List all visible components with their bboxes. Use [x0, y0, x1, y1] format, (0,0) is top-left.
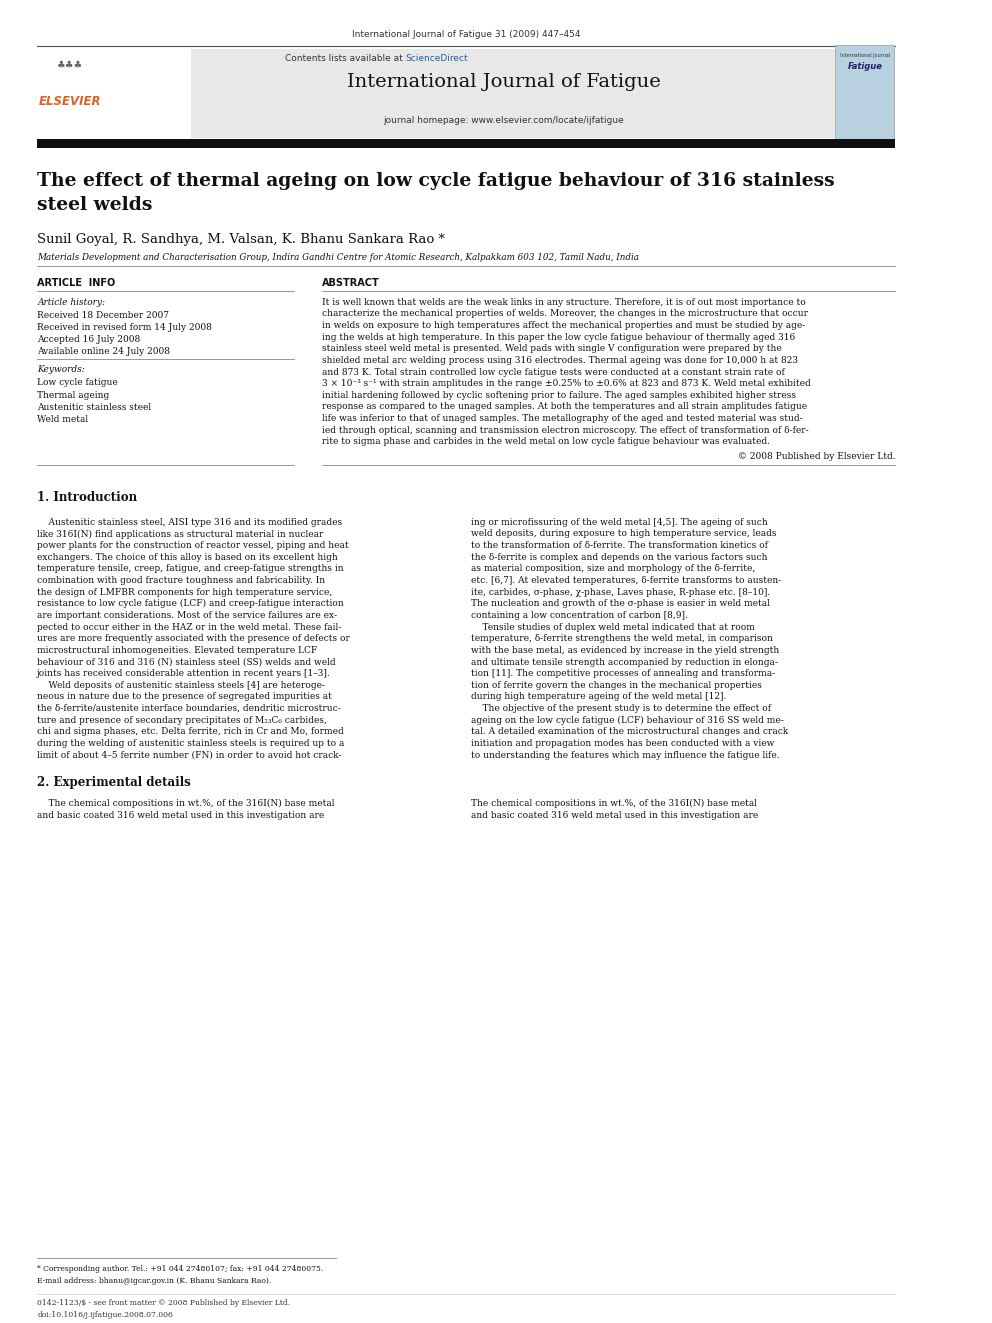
Text: Austenitic stainless steel: Austenitic stainless steel: [38, 402, 152, 411]
Text: during the welding of austenitic stainless steels is required up to a: during the welding of austenitic stainle…: [38, 740, 344, 747]
Text: ELSEVIER: ELSEVIER: [39, 95, 101, 108]
Text: combination with good fracture toughness and fabricability. In: combination with good fracture toughness…: [38, 576, 325, 585]
Text: to the transformation of δ-ferrite. The transformation kinetics of: to the transformation of δ-ferrite. The …: [471, 541, 768, 550]
Text: Weld deposits of austenitic stainless steels [4] are heteroge-: Weld deposits of austenitic stainless st…: [38, 681, 325, 689]
Text: initiation and propagation modes has been conducted with a view: initiation and propagation modes has bee…: [471, 740, 774, 747]
Text: tal. A detailed examination of the microstructural changes and crack: tal. A detailed examination of the micro…: [471, 728, 788, 737]
Text: are important considerations. Most of the service failures are ex-: are important considerations. Most of th…: [38, 611, 337, 620]
Text: 3 × 10⁻³ s⁻¹ with strain amplitudes in the range ±0.25% to ±0.6% at 823 and 873 : 3 × 10⁻³ s⁻¹ with strain amplitudes in t…: [321, 380, 810, 388]
Text: behaviour of 316 and 316 (N) stainless steel (SS) welds and weld: behaviour of 316 and 316 (N) stainless s…: [38, 658, 336, 667]
Text: The chemical compositions in wt.%, of the 316I(N) base metal: The chemical compositions in wt.%, of th…: [471, 799, 757, 808]
Text: Weld metal: Weld metal: [38, 415, 88, 423]
Text: Available online 24 July 2008: Available online 24 July 2008: [38, 347, 171, 356]
Text: characterize the mechanical properties of welds. Moreover, the changes in the mi: characterize the mechanical properties o…: [321, 310, 807, 319]
Text: ing or microfissuring of the weld metal [4,5]. The ageing of such: ing or microfissuring of the weld metal …: [471, 517, 768, 527]
Text: 2. Experimental details: 2. Experimental details: [38, 775, 191, 789]
Text: The nucleation and growth of the σ-phase is easier in weld metal: The nucleation and growth of the σ-phase…: [471, 599, 770, 609]
Text: Received 18 December 2007: Received 18 December 2007: [38, 311, 170, 320]
Text: and basic coated 316 weld metal used in this investigation are: and basic coated 316 weld metal used in …: [38, 811, 324, 820]
Text: International Journal of Fatigue 31 (2009) 447–454: International Journal of Fatigue 31 (200…: [352, 30, 580, 40]
Text: The effect of thermal ageing on low cycle fatigue behaviour of 316 stainless
ste: The effect of thermal ageing on low cycl…: [38, 172, 835, 213]
Text: as material composition, size and morphology of the δ-ferrite,: as material composition, size and morpho…: [471, 565, 755, 573]
Text: weld deposits, during exposure to high temperature service, leads: weld deposits, during exposure to high t…: [471, 529, 777, 538]
FancyBboxPatch shape: [835, 45, 894, 142]
Text: 0142-1123/$ - see front matter © 2008 Published by Elsevier Ltd.: 0142-1123/$ - see front matter © 2008 Pu…: [38, 1299, 291, 1307]
Text: life was inferior to that of unaged samples. The metallography of the aged and t: life was inferior to that of unaged samp…: [321, 414, 803, 423]
Text: Materials Development and Characterisation Group, Indira Gandhi Centre for Atomi: Materials Development and Characterisati…: [38, 253, 639, 262]
Text: ABSTRACT: ABSTRACT: [321, 278, 379, 288]
Text: the δ-ferrite is complex and depends on the various factors such: the δ-ferrite is complex and depends on …: [471, 553, 768, 562]
Text: in welds on exposure to high temperatures affect the mechanical properties and m: in welds on exposure to high temperature…: [321, 321, 805, 329]
Text: initial hardening followed by cyclic softening prior to failure. The aged sample: initial hardening followed by cyclic sof…: [321, 390, 796, 400]
FancyBboxPatch shape: [38, 139, 895, 148]
Text: to understanding the features which may influence the fatigue life.: to understanding the features which may …: [471, 750, 780, 759]
Text: journal homepage: www.elsevier.com/locate/ijfatigue: journal homepage: www.elsevier.com/locat…: [383, 116, 624, 126]
Text: and ultimate tensile strength accompanied by reduction in elonga-: and ultimate tensile strength accompanie…: [471, 658, 778, 667]
Text: Sunil Goyal, R. Sandhya, M. Valsan, K. Bhanu Sankara Rao *: Sunil Goyal, R. Sandhya, M. Valsan, K. B…: [38, 233, 445, 246]
Text: The objective of the present study is to determine the effect of: The objective of the present study is to…: [471, 704, 771, 713]
Text: E-mail address: bhanu@igcar.gov.in (K. Bhanu Sankara Rao).: E-mail address: bhanu@igcar.gov.in (K. B…: [38, 1277, 272, 1285]
Text: joints has received considerable attention in recent years [1–3].: joints has received considerable attenti…: [38, 669, 331, 679]
Text: Tensile studies of duplex weld metal indicated that at room: Tensile studies of duplex weld metal ind…: [471, 623, 755, 631]
Text: International Journal: International Journal: [840, 53, 891, 58]
Text: Contents lists available at: Contents lists available at: [285, 54, 406, 64]
Text: ing the welds at high temperature. In this paper the low cycle fatigue behaviour: ing the welds at high temperature. In th…: [321, 332, 795, 341]
Text: pected to occur either in the HAZ or in the weld metal. These fail-: pected to occur either in the HAZ or in …: [38, 623, 341, 631]
Text: Article history:: Article history:: [38, 298, 105, 307]
Text: temperature tensile, creep, fatigue, and creep-fatigue strengths in: temperature tensile, creep, fatigue, and…: [38, 565, 344, 573]
Text: * Corresponding author. Tel.: +91 044 27480107; fax: +91 044 27480075.: * Corresponding author. Tel.: +91 044 27…: [38, 1265, 323, 1273]
Text: response as compared to the unaged samples. At both the temperatures and all str: response as compared to the unaged sampl…: [321, 402, 806, 411]
Text: ♣♣♣: ♣♣♣: [57, 60, 83, 70]
Text: like 316I(N) find applications as structural material in nuclear: like 316I(N) find applications as struct…: [38, 529, 323, 538]
Text: microstructural inhomogeneities. Elevated temperature LCF: microstructural inhomogeneities. Elevate…: [38, 646, 317, 655]
Text: ite, carbides, σ-phase, χ-phase, Laves phase, R-phase etc. [8–10].: ite, carbides, σ-phase, χ-phase, Laves p…: [471, 587, 770, 597]
Text: Accepted 16 July 2008: Accepted 16 July 2008: [38, 335, 141, 344]
Text: ARTICLE  INFO: ARTICLE INFO: [38, 278, 115, 288]
Text: resistance to low cycle fatigue (LCF) and creep-fatigue interaction: resistance to low cycle fatigue (LCF) an…: [38, 599, 344, 609]
Text: temperature, δ-ferrite strengthens the weld metal, in comparison: temperature, δ-ferrite strengthens the w…: [471, 634, 773, 643]
Text: stainless steel weld metal is presented. Weld pads with single V configuration w: stainless steel weld metal is presented.…: [321, 344, 782, 353]
Text: ture and presence of secondary precipitates of M₂₃C₆ carbides,: ture and presence of secondary precipita…: [38, 716, 327, 725]
FancyBboxPatch shape: [38, 49, 834, 138]
Text: limit of about 4–5 ferrite number (FN) in order to avoid hot crack-: limit of about 4–5 ferrite number (FN) i…: [38, 750, 342, 759]
Text: tion of ferrite govern the changes in the mechanical properties: tion of ferrite govern the changes in th…: [471, 681, 762, 689]
Text: chi and sigma phases, etc. Delta ferrite, rich in Cr and Mo, formed: chi and sigma phases, etc. Delta ferrite…: [38, 728, 344, 737]
Text: Thermal ageing: Thermal ageing: [38, 390, 109, 400]
Text: ScienceDirect: ScienceDirect: [406, 54, 468, 64]
Text: neous in nature due to the presence of segregated impurities at: neous in nature due to the presence of s…: [38, 692, 332, 701]
Text: containing a low concentration of carbon [8,9].: containing a low concentration of carbon…: [471, 611, 687, 620]
Text: The chemical compositions in wt.%, of the 316I(N) base metal: The chemical compositions in wt.%, of th…: [38, 799, 334, 808]
Text: Keywords:: Keywords:: [38, 365, 85, 374]
Text: Fatigue: Fatigue: [848, 62, 883, 71]
Text: It is well known that welds are the weak links in any structure. Therefore, it i: It is well known that welds are the weak…: [321, 298, 806, 307]
Text: Austenitic stainless steel, AISI type 316 and its modified grades: Austenitic stainless steel, AISI type 31…: [38, 517, 342, 527]
Text: © 2008 Published by Elsevier Ltd.: © 2008 Published by Elsevier Ltd.: [737, 451, 895, 460]
Text: 1. Introduction: 1. Introduction: [38, 491, 138, 504]
Text: Received in revised form 14 July 2008: Received in revised form 14 July 2008: [38, 323, 212, 332]
Text: the design of LMFBR components for high temperature service,: the design of LMFBR components for high …: [38, 587, 332, 597]
Text: ied through optical, scanning and transmission electron microscopy. The effect o: ied through optical, scanning and transm…: [321, 426, 808, 435]
Text: with the base metal, as evidenced by increase in the yield strength: with the base metal, as evidenced by inc…: [471, 646, 779, 655]
Text: doi:10.1016/j.ijfatigue.2008.07.006: doi:10.1016/j.ijfatigue.2008.07.006: [38, 1311, 174, 1319]
Text: International Journal of Fatigue: International Journal of Fatigue: [346, 73, 661, 91]
Text: and basic coated 316 weld metal used in this investigation are: and basic coated 316 weld metal used in …: [471, 811, 758, 820]
Text: Low cycle fatigue: Low cycle fatigue: [38, 378, 118, 388]
Text: etc. [6,7]. At elevated temperatures, δ-ferrite transforms to austen-: etc. [6,7]. At elevated temperatures, δ-…: [471, 576, 781, 585]
Text: shielded metal arc welding process using 316 electrodes. Thermal ageing was done: shielded metal arc welding process using…: [321, 356, 798, 365]
Text: and 873 K. Total strain controlled low cycle fatigue tests were conducted at a c: and 873 K. Total strain controlled low c…: [321, 368, 785, 377]
Text: tion [11]. The competitive processes of annealing and transforma-: tion [11]. The competitive processes of …: [471, 669, 775, 679]
Text: rite to sigma phase and carbides in the weld metal on low cycle fatigue behaviou: rite to sigma phase and carbides in the …: [321, 438, 770, 446]
Text: power plants for the construction of reactor vessel, piping and heat: power plants for the construction of rea…: [38, 541, 349, 550]
Text: ageing on the low cycle fatigue (LCF) behaviour of 316 SS weld me-: ageing on the low cycle fatigue (LCF) be…: [471, 716, 784, 725]
Text: during high temperature ageing of the weld metal [12].: during high temperature ageing of the we…: [471, 692, 726, 701]
Text: ures are more frequently associated with the presence of defects or: ures are more frequently associated with…: [38, 634, 350, 643]
Text: exchangers. The choice of this alloy is based on its excellent high: exchangers. The choice of this alloy is …: [38, 553, 338, 562]
Text: the δ-ferrite/austenite interface boundaries, dendritic microstruc-: the δ-ferrite/austenite interface bounda…: [38, 704, 341, 713]
FancyBboxPatch shape: [38, 49, 191, 138]
